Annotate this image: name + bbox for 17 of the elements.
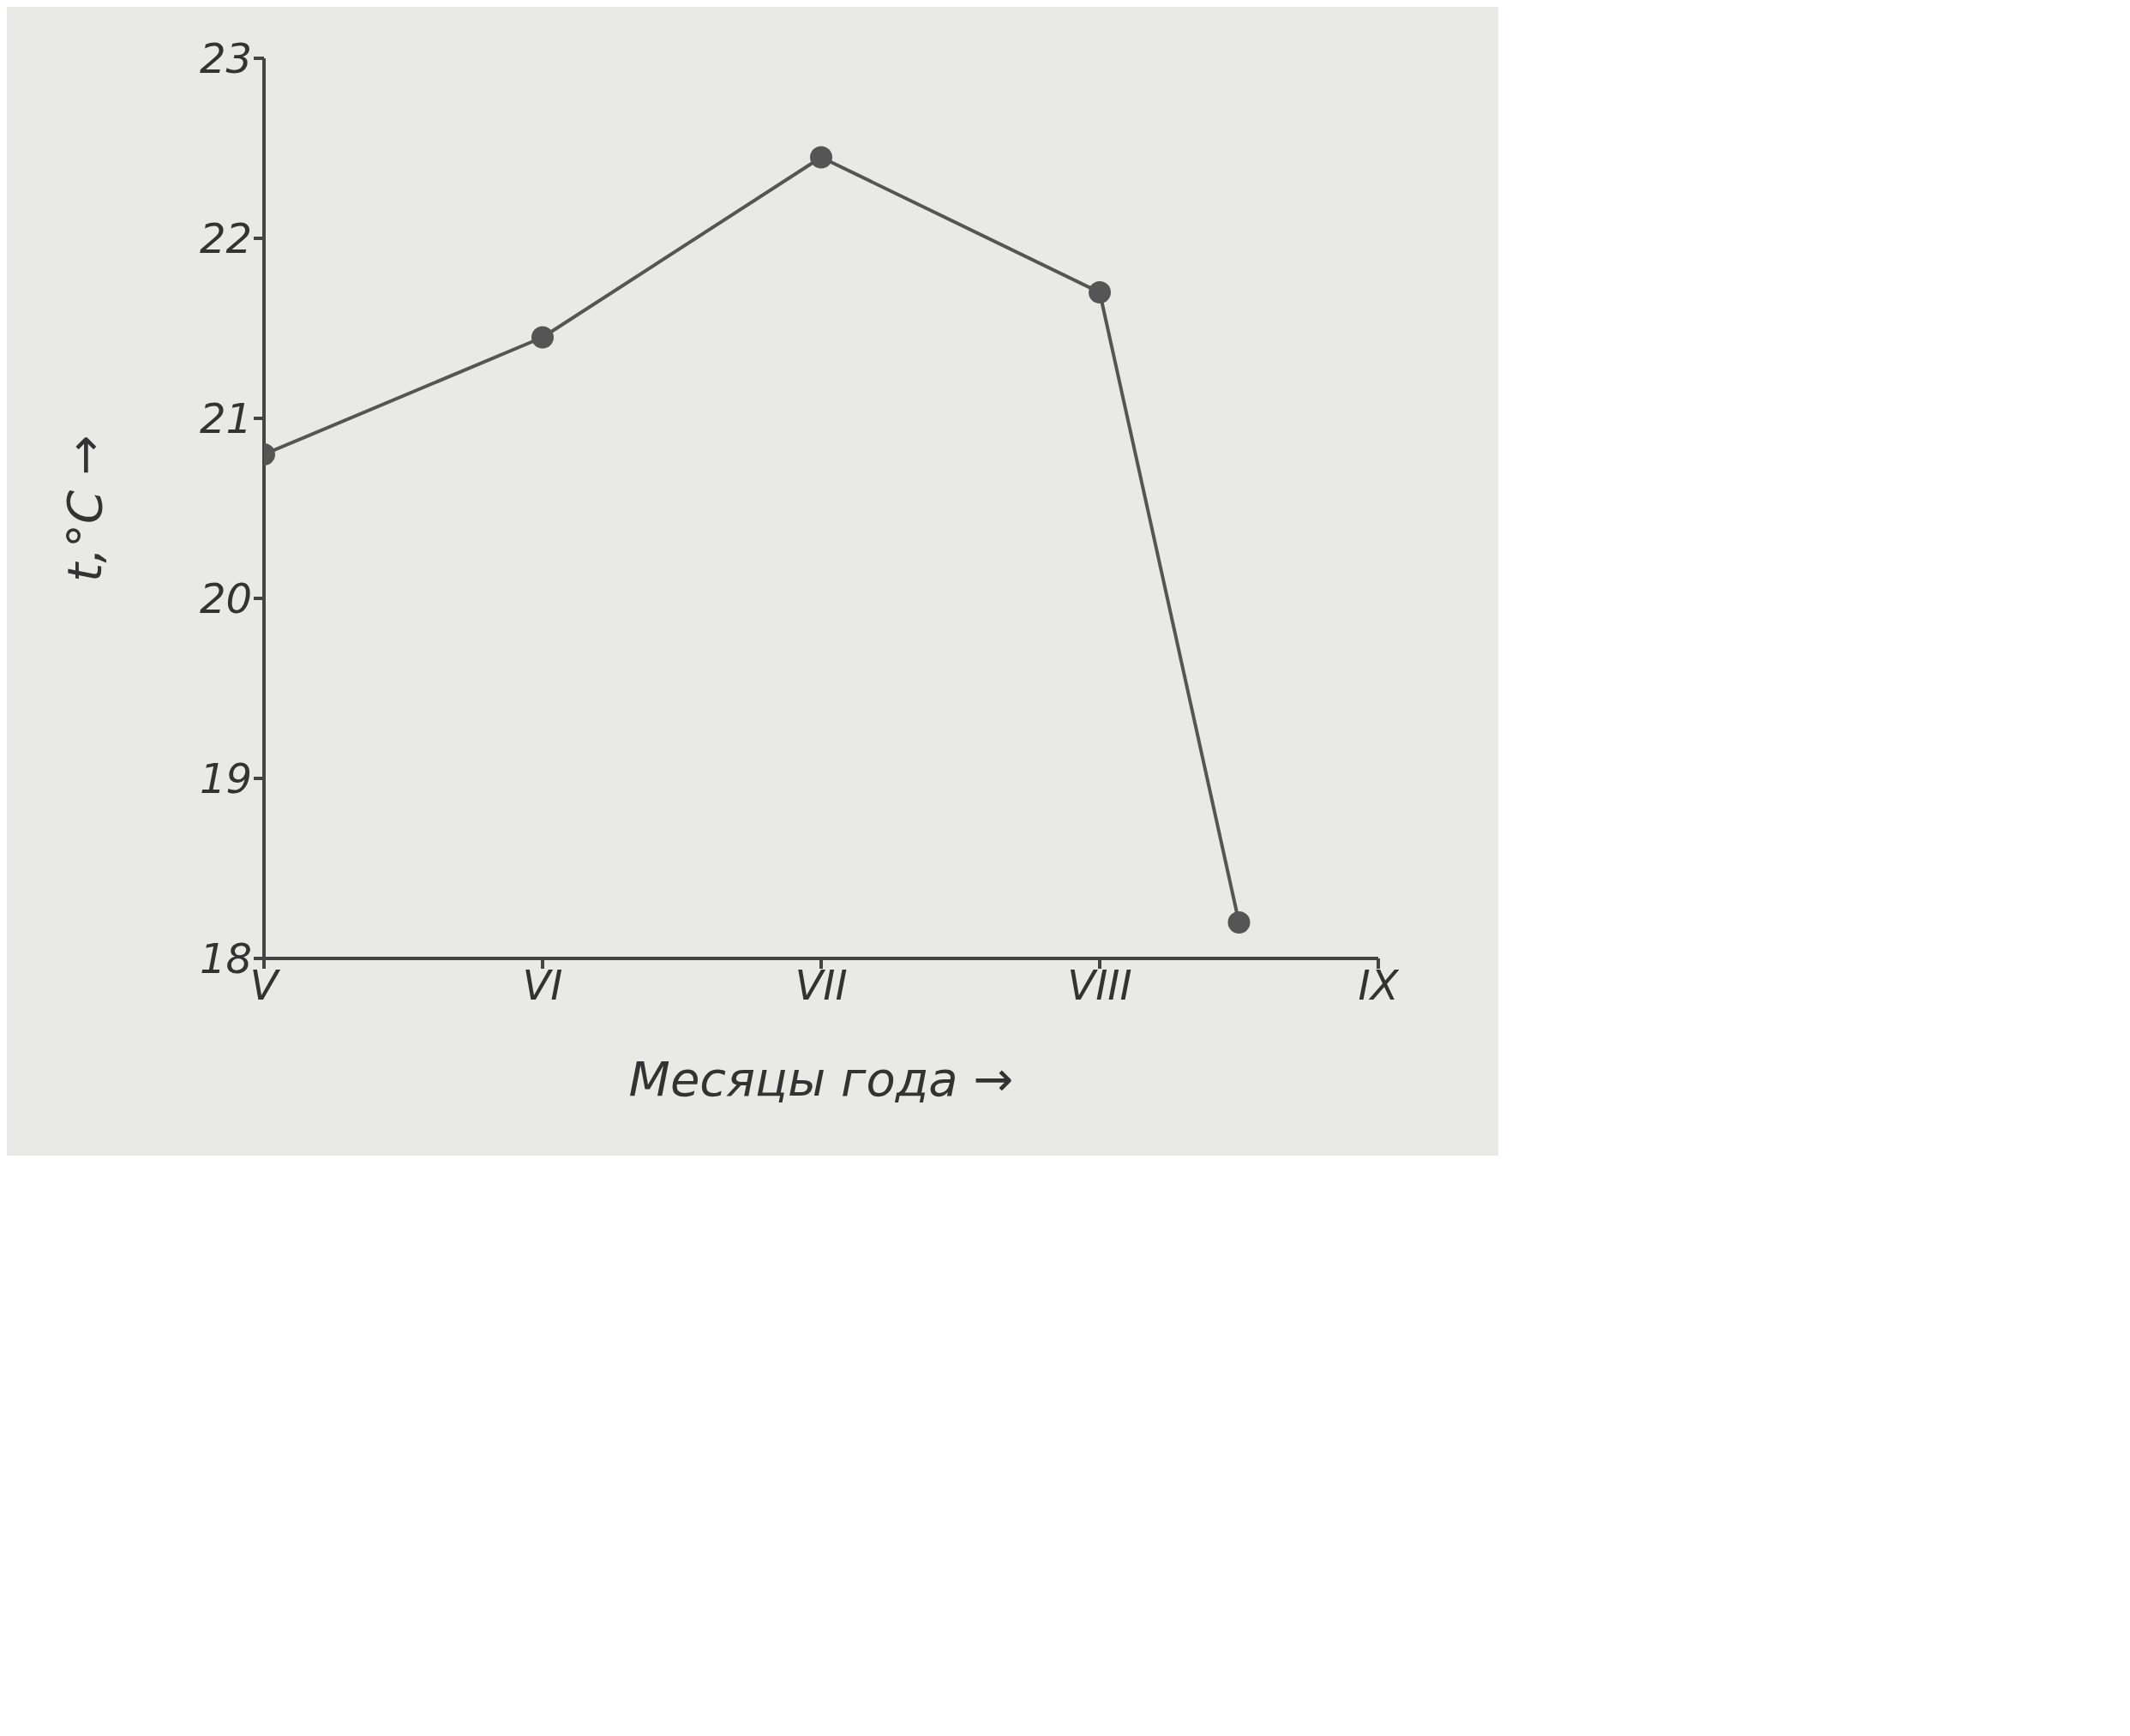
- x-tick-label: VIII: [1067, 961, 1132, 1010]
- y-tick-label: 20: [199, 574, 252, 623]
- x-tick-label: IX: [1358, 961, 1400, 1010]
- x-tick-label: VII: [795, 961, 848, 1010]
- y-tick-label: 22: [199, 214, 252, 263]
- point: [1227, 911, 1251, 934]
- point: [1089, 281, 1111, 303]
- y-tick-label: 18: [199, 934, 252, 983]
- y-tick-label: 23: [199, 34, 252, 83]
- point: [531, 326, 554, 349]
- x-tick-label: VI: [522, 961, 563, 1010]
- point: [810, 146, 832, 169]
- x-tick-label: V: [249, 961, 281, 1010]
- y-tick-label: 21: [199, 394, 252, 443]
- x-axis-title: Месяцы года →: [628, 1051, 1014, 1107]
- y-tick-label: 19: [199, 754, 252, 803]
- y-axis-title: t,°C →: [56, 435, 112, 582]
